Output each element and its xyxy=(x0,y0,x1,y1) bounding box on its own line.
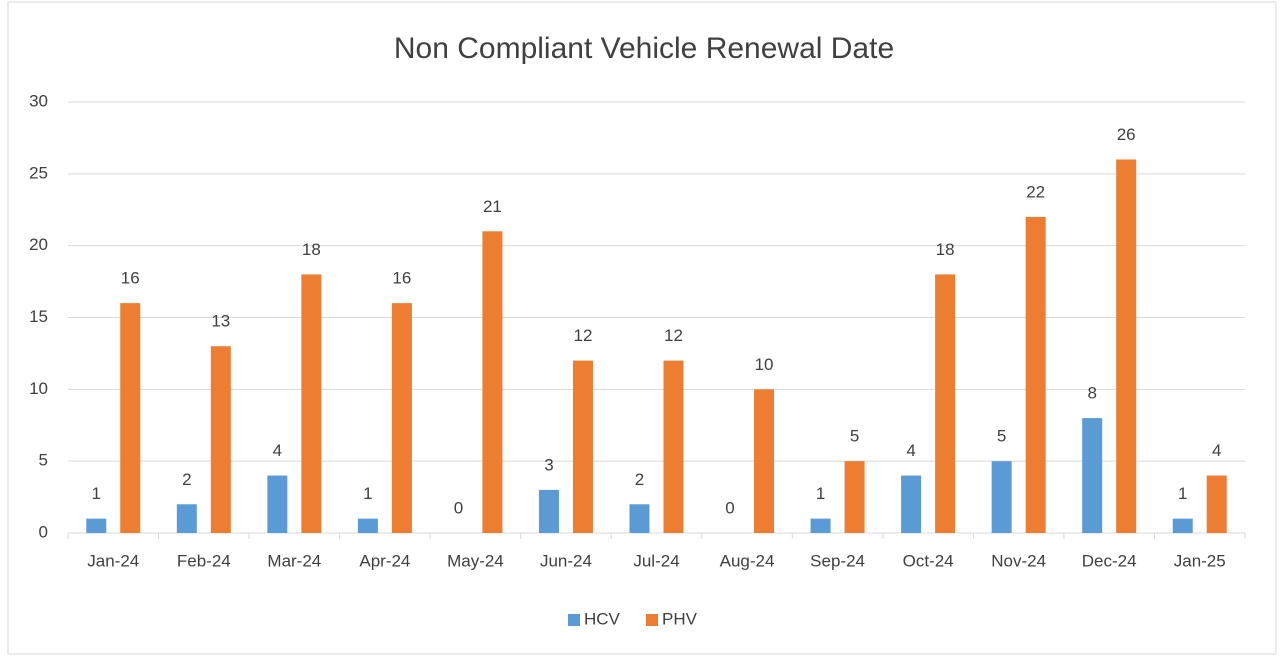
bar xyxy=(482,231,503,534)
bar xyxy=(754,389,775,533)
x-tick-label: Feb-24 xyxy=(177,551,231,570)
x-tick-label: Jan-25 xyxy=(1174,551,1226,570)
y-tick-label: 5 xyxy=(39,451,48,470)
bar xyxy=(991,461,1012,533)
x-tick-label: Sep-24 xyxy=(810,551,865,570)
bar xyxy=(1172,518,1193,533)
bar xyxy=(629,504,650,533)
data-label: 10 xyxy=(755,355,774,374)
x-tick-label: Apr-24 xyxy=(359,551,410,570)
data-label: 5 xyxy=(997,427,1006,446)
data-label: 1 xyxy=(363,484,372,503)
y-tick-label: 15 xyxy=(29,307,48,326)
bar xyxy=(901,475,922,533)
bar xyxy=(86,518,107,533)
data-label: 12 xyxy=(574,326,593,345)
x-tick-label: Jul-24 xyxy=(633,551,679,570)
data-label: 18 xyxy=(936,240,955,259)
chart-title: Non Compliant Vehicle Renewal Date xyxy=(394,32,894,65)
bar xyxy=(210,346,231,533)
bar xyxy=(1025,216,1046,533)
data-label: 1 xyxy=(92,484,101,503)
data-label: 1 xyxy=(816,484,825,503)
data-label: 4 xyxy=(906,441,915,460)
x-tick-label: May-24 xyxy=(447,551,504,570)
data-label: 2 xyxy=(182,470,191,489)
data-label: 1 xyxy=(1178,484,1187,503)
data-label: 12 xyxy=(664,326,683,345)
bar xyxy=(120,303,141,533)
data-label: 3 xyxy=(544,455,553,474)
data-label: 8 xyxy=(1087,384,1096,403)
bar xyxy=(935,274,956,533)
bar xyxy=(663,360,684,533)
data-label: 21 xyxy=(483,197,502,216)
y-tick-label: 30 xyxy=(29,91,48,110)
chart-border xyxy=(7,1,1277,655)
data-label: 2 xyxy=(635,470,644,489)
bar xyxy=(267,475,288,533)
bar xyxy=(1116,159,1137,533)
data-label: 0 xyxy=(725,498,734,517)
x-tick-label: Jun-24 xyxy=(540,551,592,570)
data-label: 5 xyxy=(850,427,859,446)
bar xyxy=(357,518,378,533)
bar xyxy=(176,504,197,533)
x-tick-label: Jan-24 xyxy=(87,551,139,570)
y-tick-label: 20 xyxy=(29,235,48,254)
x-tick-label: Mar-24 xyxy=(267,551,321,570)
data-label: 16 xyxy=(392,269,411,288)
bar xyxy=(810,518,831,533)
data-label: 26 xyxy=(1117,125,1136,144)
x-tick-label: Oct-24 xyxy=(903,551,954,570)
bar xyxy=(1082,418,1103,533)
data-label: 4 xyxy=(273,441,282,460)
data-label: 13 xyxy=(211,312,230,331)
legend-swatch xyxy=(568,614,580,626)
bar xyxy=(538,489,559,533)
bar xyxy=(844,461,865,533)
data-label: 16 xyxy=(121,269,140,288)
x-tick-label: Nov-24 xyxy=(991,551,1046,570)
y-tick-label: 10 xyxy=(29,379,48,398)
x-tick-label: Dec-24 xyxy=(1082,551,1137,570)
data-label: 0 xyxy=(454,498,463,517)
legend-swatch xyxy=(646,614,658,626)
bar xyxy=(572,360,593,533)
data-label: 22 xyxy=(1026,182,1045,201)
x-tick-label: Aug-24 xyxy=(720,551,775,570)
bar xyxy=(301,274,322,533)
y-tick-label: 25 xyxy=(29,163,48,182)
legend-label: HCV xyxy=(584,609,621,628)
bar xyxy=(1206,475,1227,533)
bar xyxy=(391,303,412,533)
data-label: 18 xyxy=(302,240,321,259)
legend-label: PHV xyxy=(662,609,698,628)
y-tick-label: 0 xyxy=(39,522,48,541)
data-label: 4 xyxy=(1212,441,1221,460)
